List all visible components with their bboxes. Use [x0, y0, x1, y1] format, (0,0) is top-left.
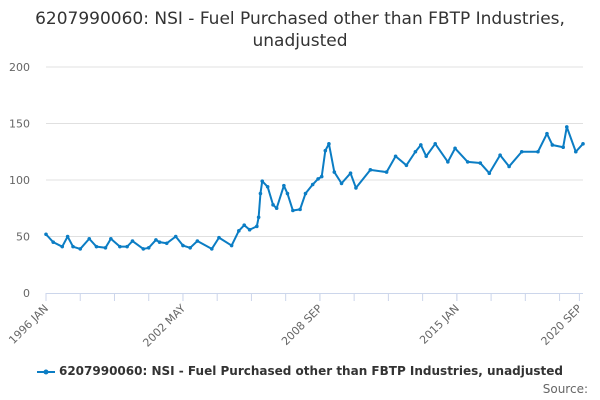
x-tick-label: 2020 SEP	[539, 302, 585, 348]
data-point	[327, 142, 331, 146]
data-point	[316, 177, 320, 181]
data-point	[71, 244, 75, 249]
data-point	[285, 191, 290, 196]
data-point	[446, 160, 450, 164]
data-point	[368, 168, 373, 172]
data-point	[141, 247, 146, 251]
data-point	[573, 149, 578, 154]
data-point	[237, 229, 241, 233]
data-point	[498, 153, 502, 157]
data-point	[561, 145, 565, 150]
data-point	[404, 163, 409, 168]
data-point	[260, 179, 265, 183]
data-point	[384, 170, 389, 174]
data-point	[419, 143, 423, 147]
data-point	[146, 246, 151, 250]
data-point	[164, 241, 169, 246]
data-point	[433, 142, 438, 146]
data-point	[258, 191, 263, 196]
data-point	[303, 191, 308, 196]
data-point	[209, 247, 214, 251]
data-point	[154, 238, 158, 242]
data-point	[173, 234, 178, 239]
data-point	[188, 246, 192, 250]
data-point	[319, 174, 324, 179]
data-point	[507, 164, 511, 169]
y-tick-label: 200	[9, 61, 30, 74]
legend[interactable]: 6207990060: NSI - Fuel Purchased other t…	[0, 364, 600, 378]
x-tick-label: 2008 SEP	[279, 302, 325, 348]
data-point	[348, 171, 353, 176]
data-point	[564, 125, 569, 129]
data-point	[217, 235, 221, 240]
data-point	[78, 247, 83, 251]
data-point	[65, 234, 70, 239]
data-point	[291, 208, 295, 213]
data-point	[536, 149, 540, 154]
data-point	[453, 146, 457, 151]
data-point	[94, 244, 99, 249]
x-tick-label: 2002 MAY	[140, 302, 188, 350]
data-point	[44, 232, 48, 237]
data-point	[157, 240, 162, 244]
x-tick-label: 2015 JAN	[417, 302, 462, 347]
data-point	[424, 154, 429, 159]
data-point	[339, 181, 344, 186]
x-tick-label: 1996 JAN	[6, 302, 51, 347]
data-point	[465, 160, 470, 164]
data-point	[354, 186, 358, 190]
data-point	[242, 223, 247, 227]
data-point	[125, 244, 129, 249]
data-point	[130, 239, 135, 243]
y-tick-label: 150	[9, 118, 30, 131]
data-point	[109, 236, 113, 241]
data-point	[195, 239, 200, 243]
series-line	[45, 125, 584, 250]
data-point	[487, 171, 492, 176]
data-point	[87, 236, 92, 241]
data-point	[581, 142, 585, 146]
data-point	[282, 183, 286, 188]
data-point	[274, 206, 279, 211]
y-tick-label: 100	[9, 174, 30, 187]
data-point	[247, 227, 252, 232]
y-tick-label: 0	[23, 287, 30, 300]
legend-marker-icon	[36, 369, 55, 374]
data-point	[265, 184, 270, 189]
legend-label: 6207990060: NSI - Fuel Purchased other t…	[58, 364, 564, 378]
data-point	[298, 207, 302, 212]
data-point	[310, 182, 315, 187]
data-point	[181, 243, 185, 248]
data-point	[519, 149, 524, 154]
data-point	[118, 244, 122, 249]
data-point	[255, 224, 259, 229]
data-point	[478, 161, 483, 165]
data-point	[550, 143, 555, 147]
data-point	[545, 131, 549, 136]
y-tick-label: 50	[16, 231, 30, 244]
data-point	[393, 154, 398, 159]
chart-title: 6207990060: NSI - Fuel Purchased other t…	[35, 9, 565, 51]
data-point	[413, 149, 418, 154]
data-point	[51, 240, 56, 244]
data-point	[103, 246, 108, 250]
source-label: Source:	[542, 382, 588, 396]
data-point	[271, 203, 275, 207]
data-point	[60, 244, 65, 249]
data-point	[323, 148, 328, 153]
data-point	[256, 215, 261, 220]
data-point	[229, 243, 234, 248]
data-point	[332, 170, 337, 174]
